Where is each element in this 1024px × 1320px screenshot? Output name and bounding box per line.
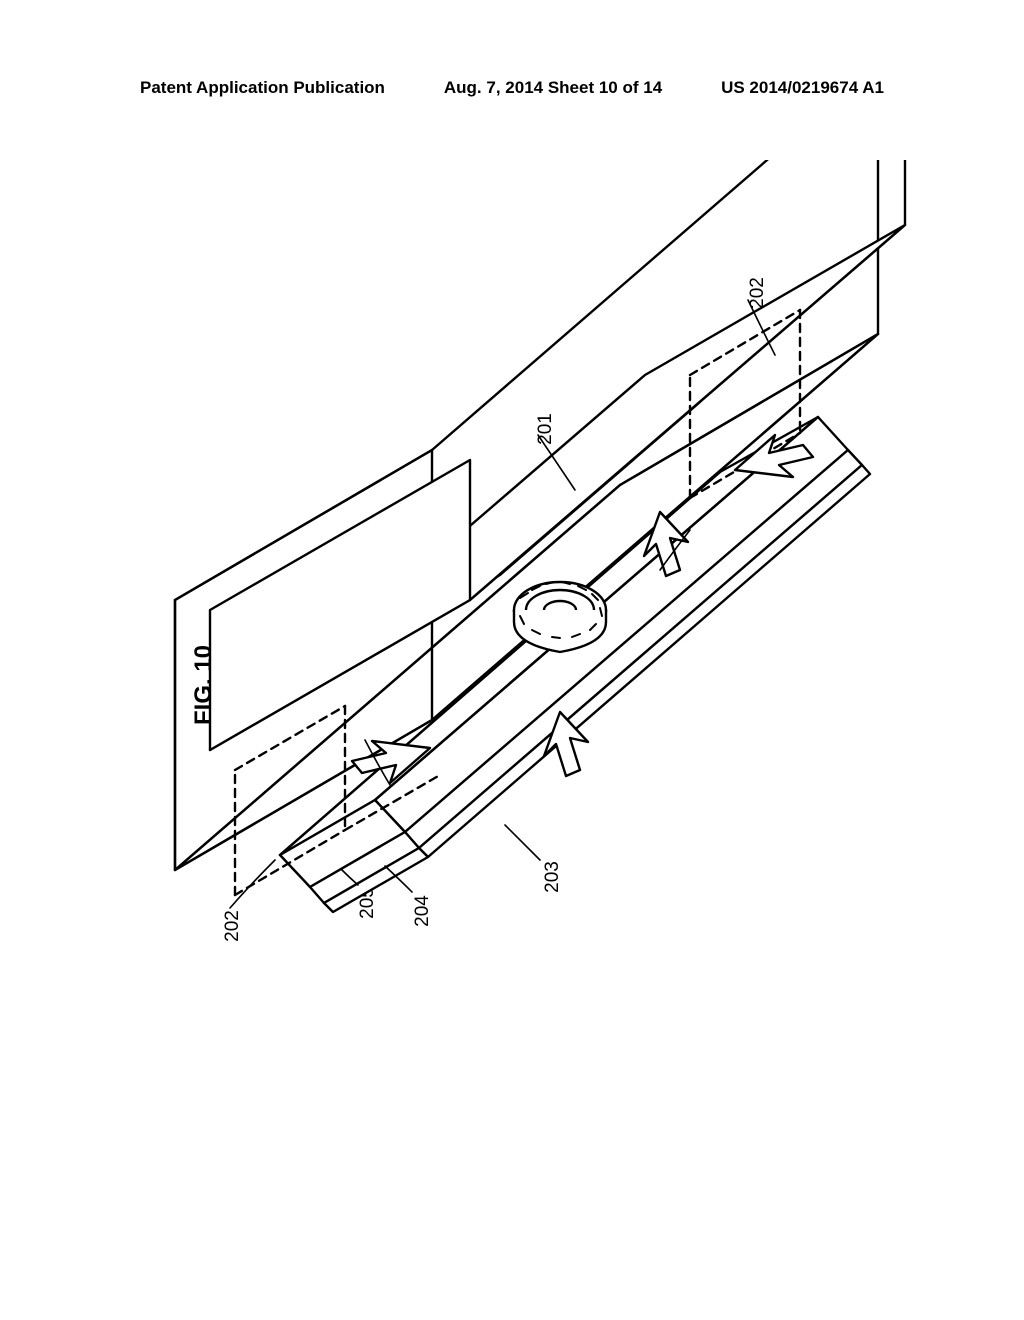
header-sheet-info: Aug. 7, 2014 Sheet 10 of 14 [444, 78, 662, 98]
figure-container: FIG. 10 202 201 203 201 203 204 205 202 [0, 160, 1024, 1160]
header-patent-number: US 2014/0219674 A1 [721, 78, 884, 98]
header-publication: Patent Application Publication [140, 78, 385, 98]
page-header: Patent Application Publication Aug. 7, 2… [0, 78, 1024, 98]
figure-drawing [0, 160, 1024, 1160]
